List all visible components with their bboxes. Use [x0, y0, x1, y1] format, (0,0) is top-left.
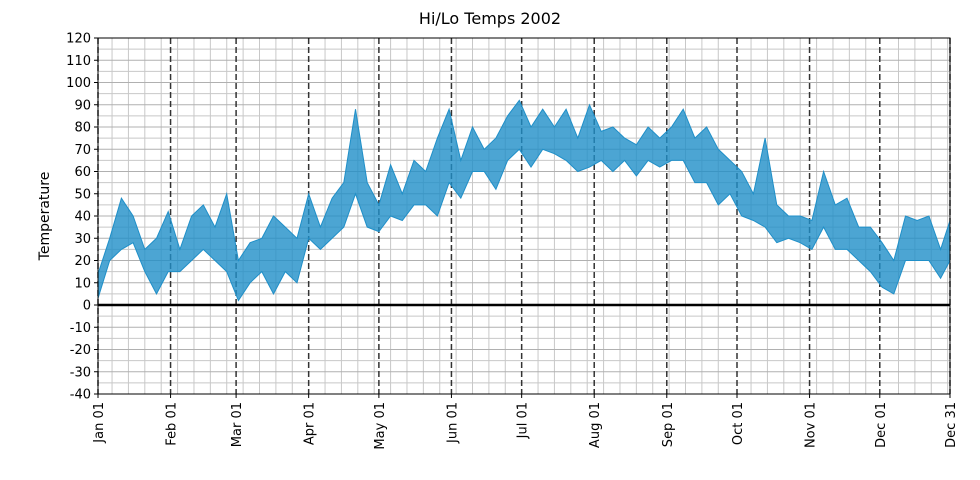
y-tick-label: -10 [70, 321, 91, 336]
x-tick-label: Nov 01 [804, 402, 819, 448]
y-tick-label: 10 [74, 276, 91, 291]
y-tick-label: 70 [74, 143, 91, 158]
high-line [97, 99, 951, 275]
chart-title: Hi/Lo Temps 2002 [419, 9, 561, 28]
range-fill [98, 100, 950, 301]
x-tick-label: Apr 01 [303, 402, 318, 445]
y-tick-label: 90 [74, 98, 91, 113]
x-tick-label: Feb 01 [165, 402, 180, 446]
x-tick-label: Dec 31 [944, 402, 959, 448]
low-line [97, 148, 951, 302]
x-tick-label: Jun 01 [445, 402, 460, 444]
y-tick-label: 100 [66, 76, 91, 91]
y-tick-label: -30 [70, 365, 91, 380]
y-tick-label: 20 [74, 254, 91, 269]
plot-frame [97, 37, 951, 395]
y-tick-label: 30 [74, 232, 91, 247]
y-tick-label: -20 [70, 343, 91, 358]
y-tick-label: 0 [83, 299, 91, 314]
y-tick-label: 60 [74, 165, 91, 180]
y-tick-label: -40 [70, 388, 91, 403]
y-tick-label: 40 [74, 210, 91, 225]
y-tick-label: 80 [74, 121, 91, 136]
x-tick-label: Oct 01 [731, 402, 746, 445]
x-tick-label: May 01 [373, 402, 388, 450]
x-tick-label: Jul 01 [516, 402, 531, 439]
x-tick-label: Aug 01 [588, 402, 603, 448]
x-tick-label: Dec 01 [874, 402, 889, 448]
x-tick-label: Sep 01 [661, 402, 676, 447]
y-tick-label: 110 [66, 54, 91, 69]
y-axis-label: Temperature [37, 172, 53, 262]
x-tick-label: Mar 01 [230, 402, 245, 447]
x-tick-label: Jan 01 [92, 402, 107, 444]
y-tick-label: 120 [66, 32, 91, 47]
y-tick-label: 50 [74, 187, 91, 202]
